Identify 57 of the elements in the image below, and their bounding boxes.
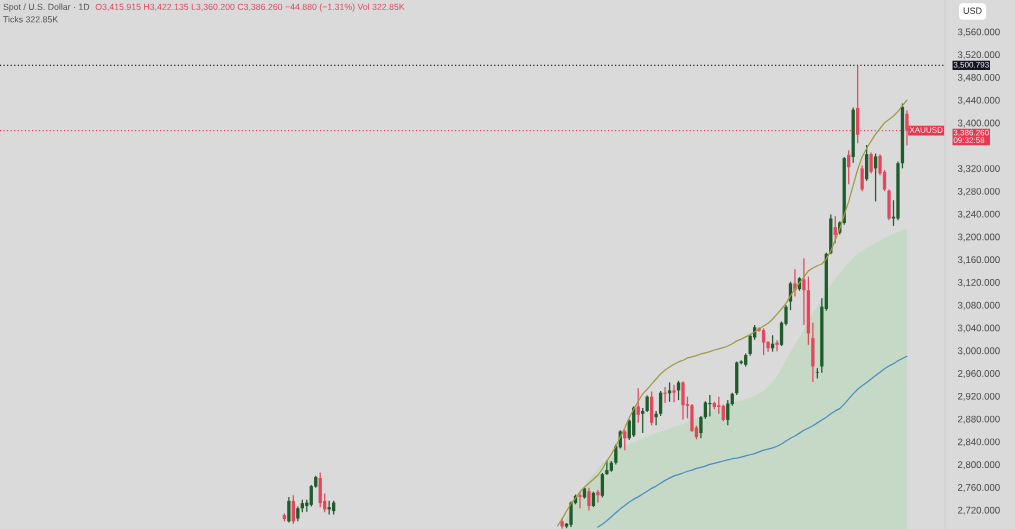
candlestick	[833, 215, 837, 245]
line-series	[597, 355, 908, 528]
candlestick	[569, 500, 573, 528]
line-series	[556, 99, 908, 527]
y-tick-label: 2,760.000	[957, 483, 1000, 492]
candlestick	[658, 390, 663, 417]
candlestick	[654, 410, 658, 426]
candlestick	[860, 164, 864, 192]
chart-title: Spot / U.S. Dollar · 1D	[3, 3, 90, 12]
candlestick	[667, 381, 672, 403]
y-tick-label: 3,320.000	[957, 165, 1000, 174]
candlestick	[596, 489, 600, 504]
candlestick	[587, 487, 591, 512]
y-tick-label: 3,040.000	[957, 324, 1000, 333]
y-tick-label: 2,960.000	[957, 370, 1000, 379]
y-tick-label: 3,200.000	[957, 233, 1000, 242]
y-tick-label: 3,560.000	[957, 28, 1000, 37]
candlestick	[905, 109, 909, 147]
y-axis-title: USD	[963, 7, 982, 14]
y-tick-label: 3,160.000	[957, 256, 1000, 265]
candlestick	[641, 407, 645, 434]
candlestick	[663, 386, 667, 404]
candlestick	[287, 496, 291, 524]
candlestick	[775, 339, 779, 352]
y-tick-label: 2,720.000	[957, 506, 1000, 515]
ref-line-label: 3,500.793	[953, 61, 989, 69]
annotation: O3,415.915 H3,422.135 L3,360.200 C3,386.260 −44.880 (−1.31%) Vol 322.85K	[95, 3, 405, 12]
y-tick-label: 3,000.000	[957, 347, 1000, 356]
candlestick	[672, 384, 676, 403]
y-tick-label: 3,120.000	[957, 279, 1000, 287]
candlestick	[681, 380, 685, 421]
candlestick	[636, 387, 640, 424]
candlestick	[869, 151, 873, 175]
y-tick-label: 3,080.000	[957, 301, 1000, 310]
candlestick	[873, 152, 878, 203]
candlestick	[578, 491, 582, 509]
candlestick	[699, 415, 703, 439]
ref-line-label: 3,386.260 09:32:58	[953, 129, 989, 143]
y-tick-label: 3,280.000	[957, 187, 1000, 196]
text: Ticks 322.85K	[3, 16, 59, 23]
annotation: XAUUSD	[909, 127, 943, 133]
y-tick-label: 2,920.000	[957, 392, 1000, 401]
candlestick	[708, 394, 712, 418]
candlestick	[761, 327, 766, 356]
y-tick-label: 2,880.000	[957, 415, 1000, 424]
y-tick-label: 3,440.000	[957, 96, 1000, 105]
y-tick-label: 3,240.000	[957, 210, 1000, 219]
candlestick	[802, 257, 806, 326]
y-tick-label: 3,520.000	[957, 51, 1000, 60]
candlestick	[793, 268, 797, 298]
y-tick-label: 3,480.000	[957, 74, 1000, 82]
y-tick-label: 2,800.000	[957, 461, 1000, 470]
y-tick-label: 2,840.000	[957, 438, 1000, 447]
candlestick	[676, 380, 681, 401]
candlestick	[600, 472, 605, 499]
candlestick	[605, 459, 609, 476]
y-tick-label: 3,400.000	[957, 119, 1000, 128]
